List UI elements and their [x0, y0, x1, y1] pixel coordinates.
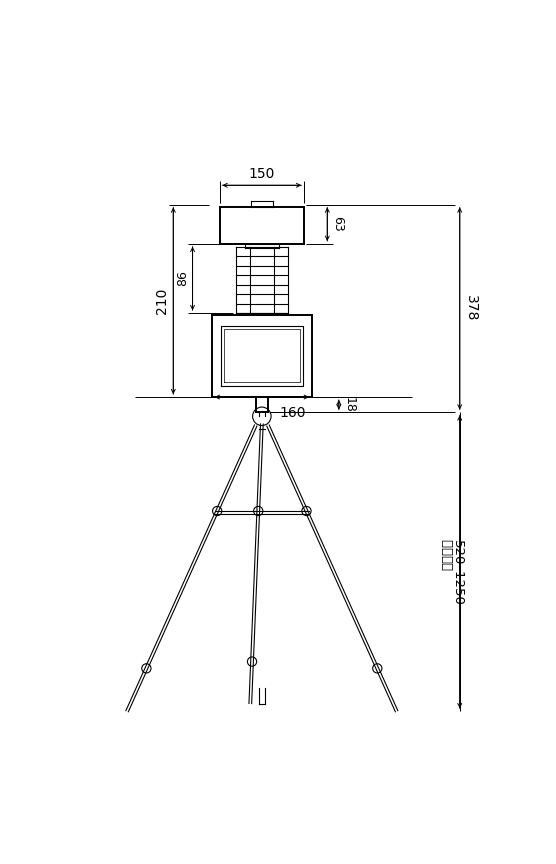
Text: 63: 63: [331, 216, 344, 232]
Text: 210: 210: [156, 288, 170, 314]
Text: 伸缩范围: 伸缩范围: [441, 538, 454, 570]
Text: 378: 378: [464, 295, 478, 321]
Text: 160: 160: [280, 406, 306, 420]
Text: 86: 86: [176, 270, 188, 286]
Text: 520–1250: 520–1250: [451, 541, 464, 607]
Text: 150: 150: [249, 167, 275, 181]
Text: 18: 18: [342, 397, 356, 413]
